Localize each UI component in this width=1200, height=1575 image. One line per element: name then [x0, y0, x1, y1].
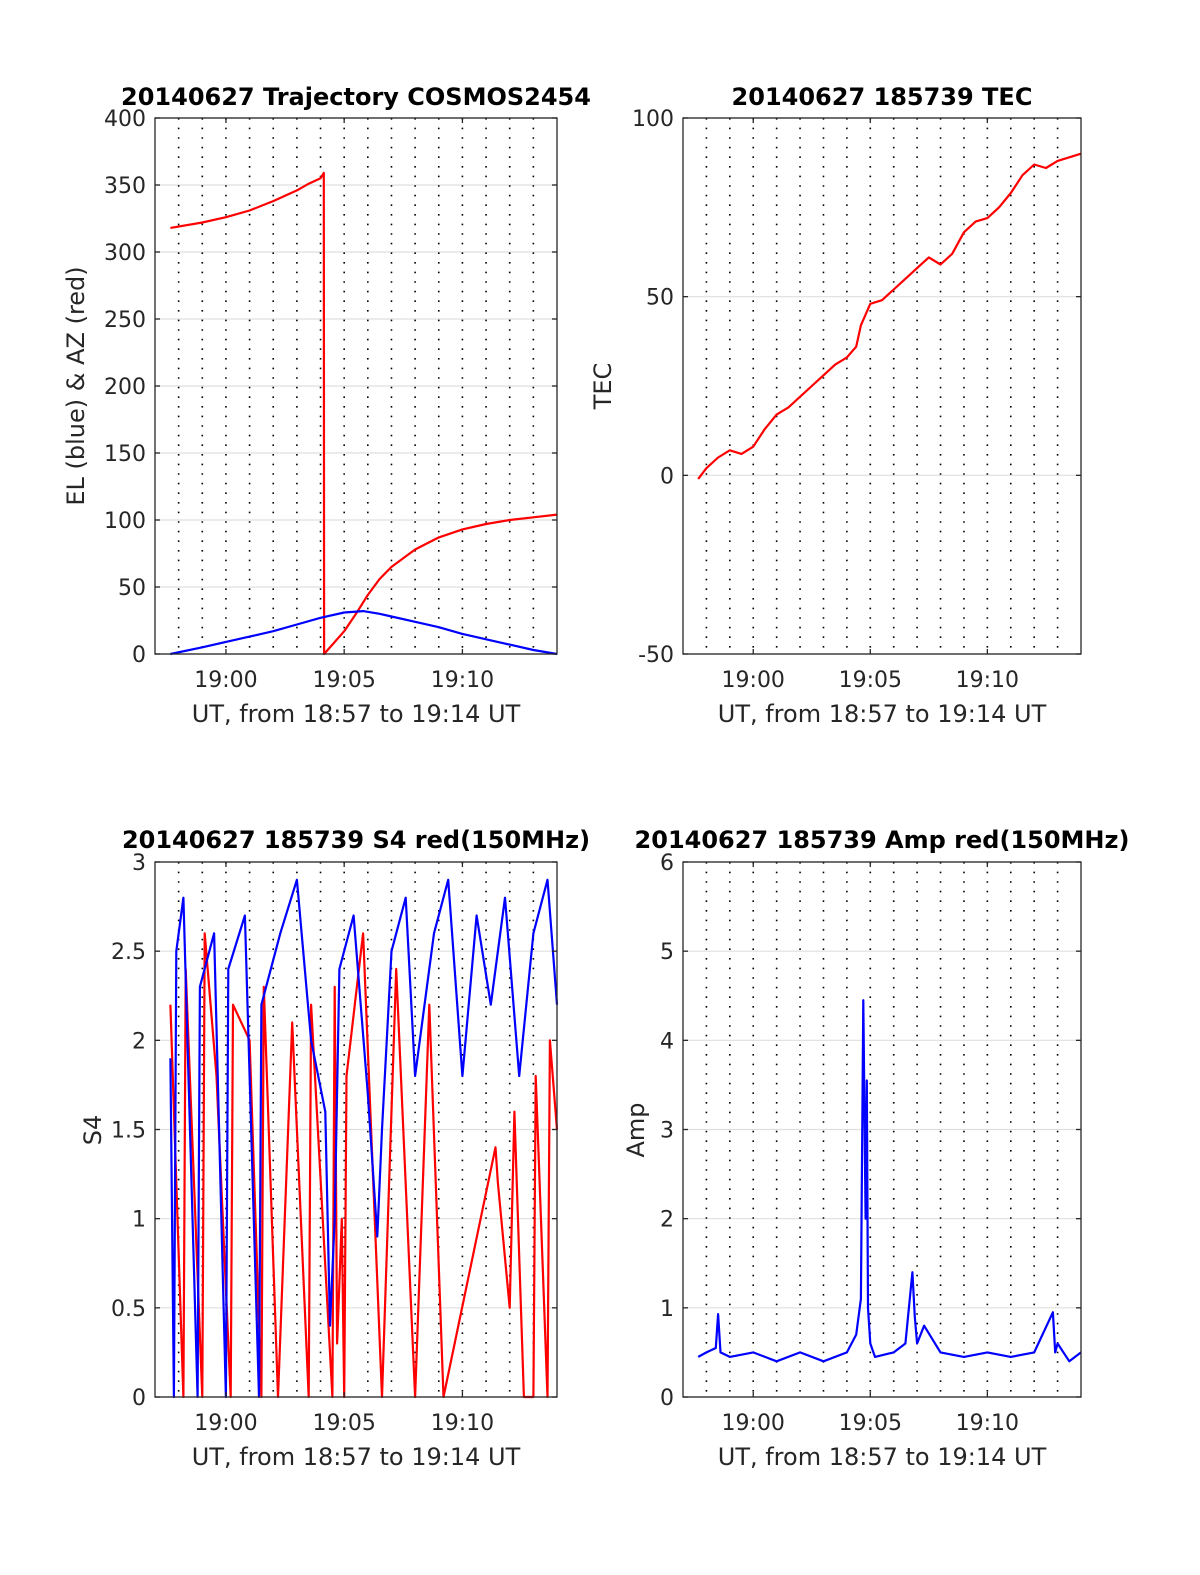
y-tick-label: 3 — [660, 1119, 674, 1144]
y-axis-label: S4 — [79, 1115, 107, 1146]
y-tick-label: 250 — [104, 308, 146, 333]
y-tick-label: 150 — [104, 442, 146, 467]
tick-marks: 0 1 2 3 4 5 6 19:00 19:05 19:10 — [660, 851, 1081, 1436]
chart-title: 20140627 185739 S4 red(150MHz) — [122, 826, 590, 854]
y-tick-label: 1 — [132, 1208, 146, 1233]
x-tick-label: 19:00 — [722, 668, 785, 693]
series-line-blue — [169, 878, 559, 1399]
y-tick-label: 2.5 — [111, 940, 146, 965]
series-line-el — [170, 609, 558, 656]
y-tick-label: 400 — [104, 107, 146, 132]
x-tick-label: 19:10 — [431, 668, 494, 693]
y-tick-label: 6 — [660, 851, 674, 876]
plot-area — [683, 118, 1081, 654]
y-tick-label: 2 — [132, 1029, 146, 1054]
y-tick-label: 50 — [118, 576, 146, 601]
x-tick-label: 19:10 — [431, 1411, 494, 1436]
y-axis-label: Amp — [622, 1102, 650, 1157]
y-tick-label: 50 — [646, 286, 674, 311]
x-tick-label: 19:00 — [194, 1411, 257, 1436]
chart-title: 20140627 185739 TEC — [732, 83, 1033, 111]
y-axis-label: TEC — [589, 363, 617, 411]
y-tick-label: -50 — [638, 643, 674, 668]
x-tick-label: 19:10 — [956, 668, 1019, 693]
x-tick-label: 19:05 — [839, 668, 902, 693]
panel-s4: 0 0.5 1 1.5 2 2.5 3 19:00 19:05 19:10 UT, from 18… — [79, 851, 559, 1471]
y-tick-label: 4 — [660, 1029, 674, 1054]
x-tick-label: 19:05 — [312, 1411, 375, 1436]
tick-marks: 0 0.5 1 1.5 2 2.5 3 19:00 19:05 19:10 — [111, 851, 557, 1436]
x-tick-label: 19:05 — [312, 668, 375, 693]
y-tick-label: 200 — [104, 375, 146, 400]
y-tick-label: 300 — [104, 241, 146, 266]
tick-marks: -50 0 50 100 19:00 19:05 19:10 — [632, 107, 1081, 693]
x-tick-label: 19:00 — [722, 1411, 785, 1436]
grid-lines — [155, 117, 557, 655]
y-tick-label: 100 — [632, 107, 674, 132]
y-tick-label: 0 — [660, 464, 674, 489]
y-tick-label: 1.5 — [111, 1119, 146, 1144]
y-tick-label: 0 — [132, 1386, 146, 1411]
x-axis-label: UT, from 18:57 to 19:14 UT — [718, 1443, 1047, 1471]
series-lines — [170, 171, 558, 656]
tick-marks: 0 50 100 150 200 250 300 350 400 19:00 19:05 19:10 — [104, 107, 557, 693]
series-line-az — [170, 171, 558, 656]
y-tick-label: 3 — [132, 851, 146, 876]
y-tick-label: 5 — [660, 940, 674, 965]
y-tick-label: 1 — [660, 1297, 674, 1322]
x-axis-label: UT, from 18:57 to 19:14 UT — [718, 700, 1047, 728]
series-lines — [697, 999, 1082, 1363]
panel-amp: 0 1 2 3 4 5 6 19:00 19:05 19:10 UT, from 18:57 to… — [622, 851, 1082, 1471]
chart-title: 20140627 185739 Amp red(150MHz) — [635, 826, 1130, 854]
x-axis-label: UT, from 18:57 to 19:14 UT — [192, 700, 521, 728]
y-tick-label: 2 — [660, 1208, 674, 1233]
axes-box — [682, 117, 1082, 655]
chart-title: 20140627 Trajectory COSMOS2454 — [121, 83, 591, 111]
x-tick-label: 19:05 — [839, 1411, 902, 1436]
x-axis-label: UT, from 18:57 to 19:14 UT — [192, 1443, 521, 1471]
x-tick-label: 19:10 — [956, 1411, 1019, 1436]
series-line-tec — [697, 152, 1082, 480]
y-axis-label: EL (blue) & AZ (red) — [62, 266, 90, 505]
series-line-blue — [697, 999, 1082, 1363]
y-tick-label: 0 — [660, 1386, 674, 1411]
series-lines — [697, 152, 1082, 480]
x-tick-label: 19:00 — [194, 668, 257, 693]
panel-tec: -50 0 50 100 19:00 19:05 19:10 20140627 185739… — [589, 83, 1082, 728]
y-tick-label: 0.5 — [111, 1297, 146, 1322]
y-tick-label: 100 — [104, 509, 146, 534]
y-tick-label: 0 — [132, 643, 146, 668]
y-tick-label: 350 — [104, 174, 146, 199]
